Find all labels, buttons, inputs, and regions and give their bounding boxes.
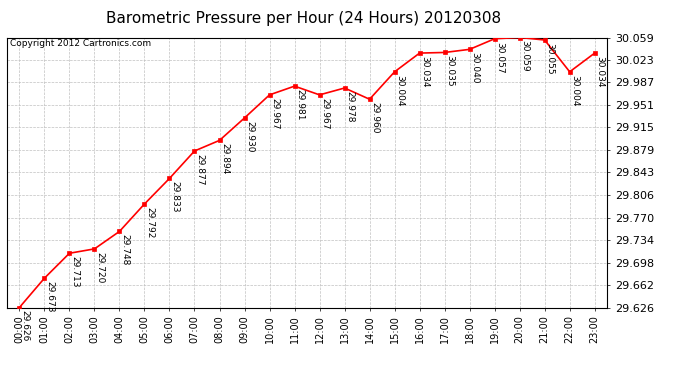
Text: 29.877: 29.877: [195, 154, 204, 185]
Text: 30.057: 30.057: [495, 42, 504, 73]
Text: 30.034: 30.034: [421, 56, 430, 87]
Text: 29.713: 29.713: [70, 256, 79, 288]
Text: 29.833: 29.833: [170, 181, 179, 213]
Text: 30.004: 30.004: [395, 75, 404, 106]
Text: 30.040: 30.040: [471, 52, 480, 84]
Text: 29.967: 29.967: [270, 98, 279, 129]
Text: 29.626: 29.626: [21, 310, 30, 342]
Text: 30.034: 30.034: [595, 56, 604, 87]
Text: 29.894: 29.894: [221, 143, 230, 174]
Text: 29.981: 29.981: [295, 89, 304, 120]
Text: 30.035: 30.035: [446, 55, 455, 87]
Text: 29.960: 29.960: [371, 102, 380, 134]
Text: 30.059: 30.059: [521, 40, 530, 72]
Text: 29.967: 29.967: [321, 98, 330, 129]
Text: 30.004: 30.004: [571, 75, 580, 106]
Text: Barometric Pressure per Hour (24 Hours) 20120308: Barometric Pressure per Hour (24 Hours) …: [106, 11, 501, 26]
Text: 29.792: 29.792: [146, 207, 155, 238]
Text: 29.673: 29.673: [46, 281, 55, 312]
Text: Copyright 2012 Cartronics.com: Copyright 2012 Cartronics.com: [10, 39, 151, 48]
Text: 29.978: 29.978: [346, 91, 355, 122]
Text: 29.748: 29.748: [121, 234, 130, 266]
Text: 29.720: 29.720: [95, 252, 104, 283]
Text: 29.930: 29.930: [246, 121, 255, 152]
Text: 30.055: 30.055: [546, 43, 555, 74]
